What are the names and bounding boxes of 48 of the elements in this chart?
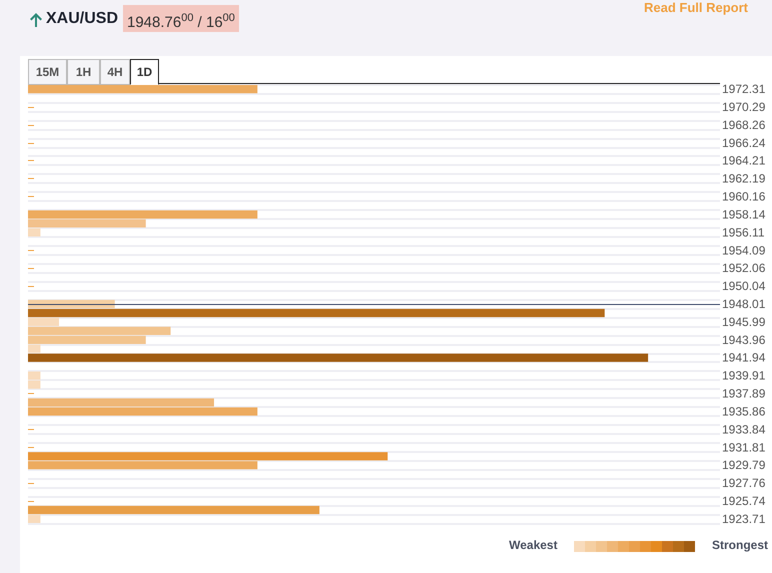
y-tick-label: 1956.11 (722, 225, 765, 240)
text: Strongest (712, 538, 768, 552)
y-tick-label: 1970.29 (722, 100, 766, 114)
y-tick-label: 1931.81 (722, 440, 766, 454)
y-tick-label: 1960.16 (722, 190, 766, 204)
bar (28, 219, 146, 228)
text: 1D (130, 59, 159, 85)
y-tick-label: 1927.76 (722, 476, 766, 490)
bar (28, 210, 258, 219)
text: Read Full Report (644, 0, 748, 15)
y-tick-label: 1948.01 (722, 297, 766, 311)
y-tick-label: 1950.04 (722, 279, 766, 294)
bar (28, 228, 40, 236)
y-tick-label: 1943.96 (722, 332, 766, 347)
y-tick-label: 1962.19 (722, 172, 766, 186)
bar (28, 407, 258, 416)
y-tick-label: 1923.71 (722, 512, 766, 526)
bar (28, 344, 40, 353)
y-tick-label: 1966.24 (722, 136, 766, 150)
y-tick-label: 1968.26 (722, 118, 766, 132)
bar (28, 398, 214, 407)
text: 1948.76$^{00}$ / 16$^{00}$ (123, 5, 239, 32)
y-tick-label: 1939.91 (722, 368, 766, 383)
text: 4H (100, 59, 130, 85)
y-tick-label: 1929.79 (722, 458, 766, 472)
y-tick-label: 1945.99 (722, 314, 766, 329)
bar (28, 318, 60, 326)
y-tick-label: 1937.89 (722, 386, 766, 401)
y-tick-label: 1925.74 (722, 494, 766, 508)
y-tick-label: 1972.31 (722, 82, 766, 96)
y-tick-label: 1941.94 (722, 350, 766, 365)
text: XAU/USD (46, 10, 118, 28)
y-tick-label: 1935.86 (722, 404, 766, 418)
y-tick-label: 1933.84 (722, 422, 766, 436)
bar (28, 308, 605, 318)
bar (28, 84, 258, 94)
y-tick-label: 1952.06 (722, 261, 766, 276)
text: Weakest (509, 538, 558, 552)
text: 1H (67, 59, 100, 85)
bar (28, 506, 320, 514)
bar (28, 461, 258, 470)
bar (28, 354, 648, 362)
text: 15M (28, 59, 67, 85)
bar (28, 452, 388, 460)
y-tick-label: 1954.09 (722, 243, 766, 258)
bar (28, 514, 40, 524)
y-tick-label: 1958.14 (722, 207, 766, 222)
y-tick-label: 1964.21 (722, 154, 766, 168)
